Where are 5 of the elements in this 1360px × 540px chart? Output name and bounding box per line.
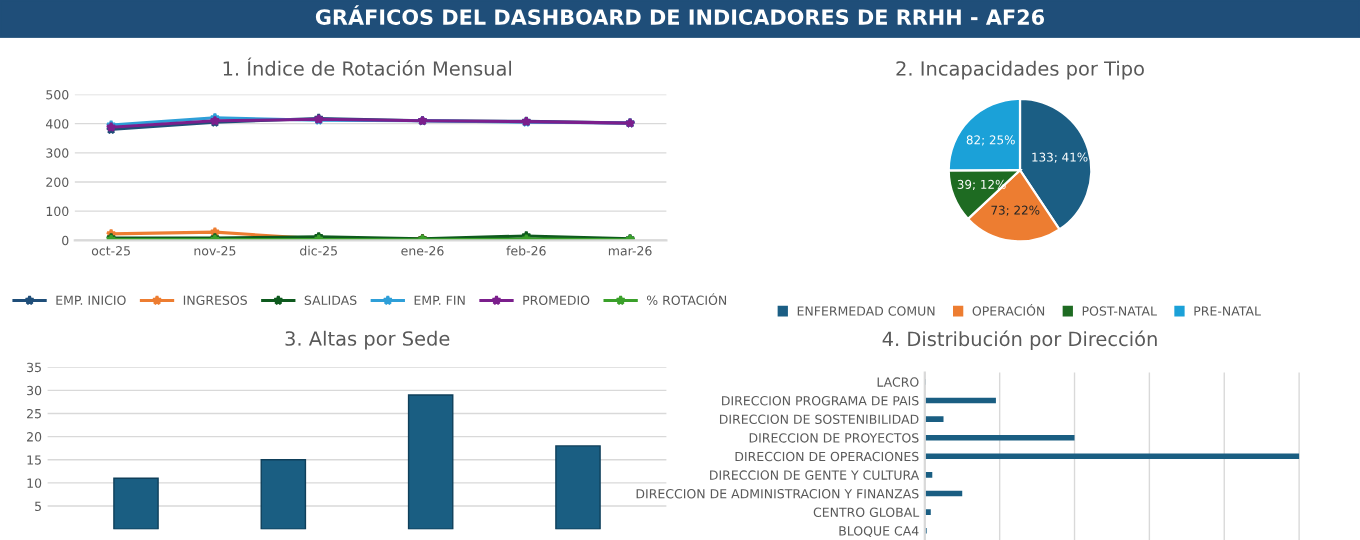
chart-title: 1. Índice de Rotación Mensual — [223, 57, 511, 76]
chart-title: 4. Distribución por Dirección — [882, 330, 1157, 350]
chart-title: 3. Altas por Sede — [285, 330, 450, 350]
text: GRÁFICOS DEL DASHBOARD DE INDICADORES DE RRHH - AF26 — [315, 5, 1045, 25]
chart-title: 2. Incapacidades por Tipo — [896, 60, 1144, 80]
